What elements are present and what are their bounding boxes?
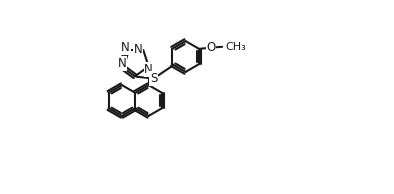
Text: S: S: [150, 72, 157, 85]
Text: N: N: [144, 63, 153, 76]
Text: N: N: [121, 41, 130, 54]
Text: O: O: [206, 41, 216, 54]
Text: N: N: [134, 43, 143, 56]
Text: N: N: [118, 57, 127, 70]
Text: CH₃: CH₃: [225, 42, 246, 52]
